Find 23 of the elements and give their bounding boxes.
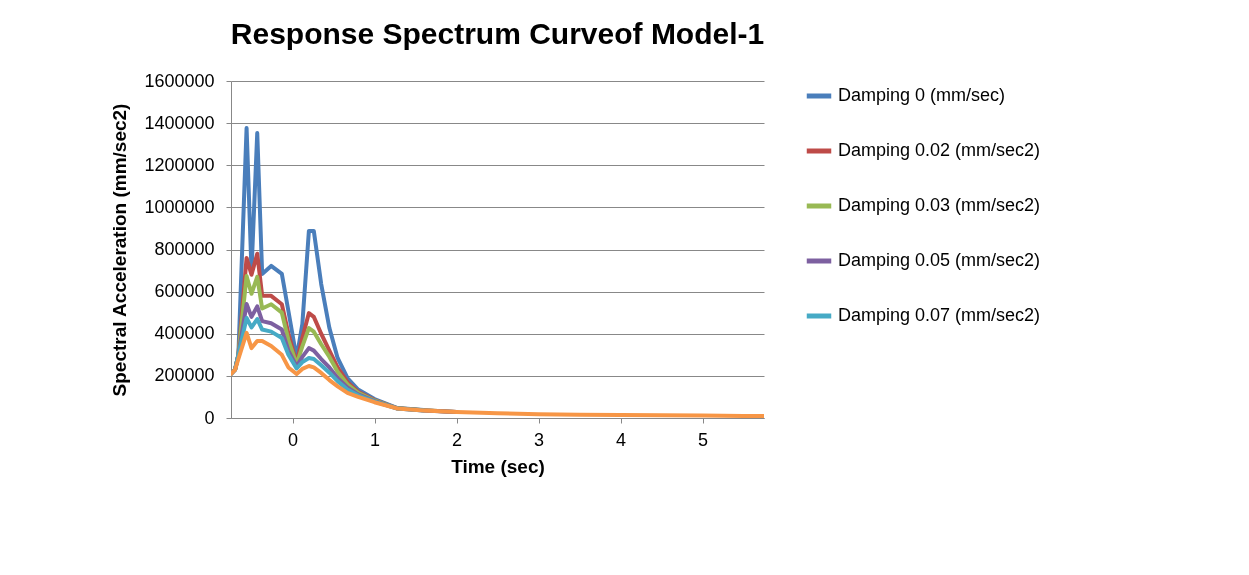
legend-label: Damping 0.03 (mm/sec2) [838, 195, 1041, 215]
y-tick-label: 0 [204, 407, 215, 428]
x-tick-label: 0 [287, 429, 299, 450]
y-tick-label: 400000 [154, 323, 215, 344]
y-tick-label: 1600000 [144, 70, 215, 91]
x-axis-title: Time (sec) [451, 455, 545, 477]
x-tick-label: 4 [615, 429, 627, 450]
legend-label: Damping 0.07 (mm/sec2) [838, 305, 1041, 325]
x-tick-label: 3 [533, 429, 545, 450]
y-tick-label: 800000 [154, 239, 215, 259]
legend-label: Damping 0.05 (mm/sec2) [838, 250, 1041, 270]
y-tick-label: 1000000 [144, 196, 215, 217]
y-tick-label: 1200000 [144, 154, 215, 175]
y-tick-label: 1400000 [144, 112, 215, 133]
y-tick-label: 200000 [154, 365, 215, 386]
x-tick-label: 5 [697, 429, 709, 450]
legend-label: Damping 0 (mm/sec) [838, 85, 1006, 105]
y-tick-label: 600000 [154, 281, 215, 302]
y-axis-title: Spectral Acceleration (mm/sec2) [109, 103, 131, 397]
legend-label: Damping 0.02 (mm/sec2) [838, 140, 1041, 160]
x-tick-label: 1 [369, 429, 381, 450]
x-tick-label: 2 [451, 429, 463, 450]
chart-title: Response Spectrum Curveof Model-1 [230, 17, 765, 50]
